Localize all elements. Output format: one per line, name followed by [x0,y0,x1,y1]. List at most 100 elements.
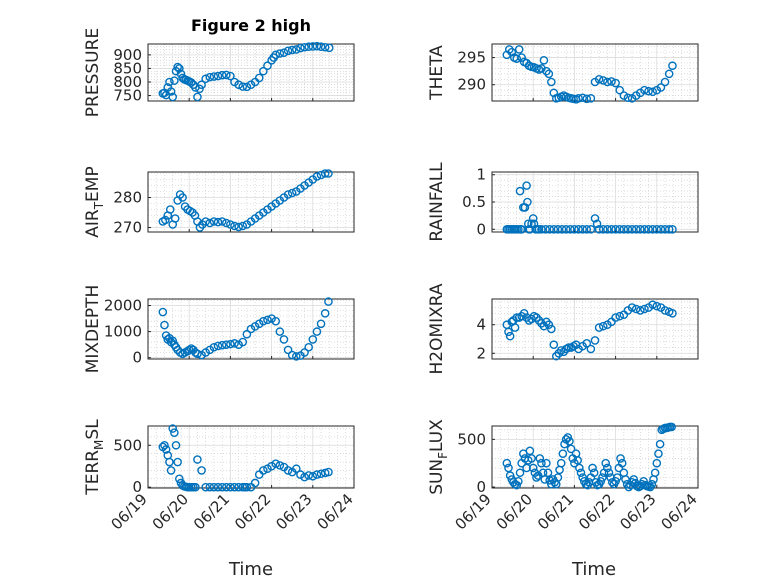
figure-title: Figure 2 high [191,16,311,35]
data-point [221,70,231,80]
data-point [647,479,657,489]
data-point [195,84,204,94]
y-axis-label: PRESSURE [83,28,103,117]
y-tick-label: 1000 [104,323,142,341]
data-point [165,77,174,87]
data-point [271,50,281,60]
data-point [209,342,219,352]
data-point [648,300,657,310]
data-point [213,71,223,81]
data-point [541,224,550,234]
y-tick-label: 500 [113,436,142,454]
axes-box [491,43,699,102]
axes-frame [147,43,355,102]
data-point [287,350,297,360]
data-point [561,224,571,234]
data-point [168,92,178,102]
data-point [539,55,549,65]
data-point [616,454,625,463]
y-tick-label: 800 [113,73,142,91]
data-point [654,449,663,458]
data-point [586,93,596,103]
data-point [165,205,175,214]
subplot-h2omixra: 2 4 H2OMIXRA [427,283,699,375]
y-axis-label: MIXDEPTH [83,285,103,374]
data-point [631,224,641,234]
y-tick-label: 2000 [104,297,142,315]
data-point [574,224,583,234]
data-point [263,61,272,71]
data-point [504,463,513,473]
data-point [238,337,248,347]
data-point [542,66,551,76]
data-point [535,454,545,463]
data-point [547,77,556,87]
data-point [287,45,297,55]
data-point [283,190,293,199]
data-point [543,468,553,478]
data-point [582,338,592,348]
data-point [522,181,531,190]
data-point [582,224,592,234]
data-point [640,224,649,234]
data-point [316,319,326,329]
data-point [598,473,607,482]
data-point [648,224,657,234]
data-point [523,219,533,229]
data-point [308,335,318,344]
data-point [655,439,665,449]
data-point [300,42,309,52]
subplot-air-temp: 270 280 AIRTEMP [83,166,355,238]
data-point [594,74,604,84]
data-point [519,308,529,318]
data-point [170,214,180,223]
data-point [603,463,612,473]
x-tick-label: 06/23 [616,490,659,533]
data-point [209,482,219,492]
data-point [201,74,210,84]
data-point [668,224,677,234]
y-axis-label: THETA [427,45,447,101]
data-point [292,464,301,474]
data-point [308,471,318,481]
data-point [566,444,576,454]
data-point [523,197,532,207]
data-point [259,316,268,326]
x-tick-label: 06/23 [272,490,315,533]
data-point [514,477,523,486]
data-point [304,42,313,52]
data-point [515,186,525,196]
data-point [226,339,235,349]
data-point [615,85,625,95]
data-point [565,224,575,234]
data-point [590,336,600,345]
data-point [205,482,215,492]
axes-frame [491,43,699,102]
data-point [505,331,515,341]
data-point [664,69,674,79]
data-point [564,343,573,352]
data-point [588,463,597,473]
data-point [557,224,567,234]
data-point [160,440,169,450]
data-point [312,172,322,181]
data-point [578,224,587,234]
data-point [209,217,219,226]
x-axis-label-right: Time [571,559,616,580]
data-point [544,320,554,330]
subplot-rainfall: 0 0.5 1 RAINFALL [427,162,699,242]
data-point [226,482,235,492]
data-point [221,482,231,492]
data-point [650,468,660,478]
data-point [320,468,330,478]
data-point [320,42,330,52]
data-point [558,449,568,458]
x-tick-label: 06/21 [534,490,577,533]
data-point [242,82,252,92]
data-point [640,304,649,314]
data-point [611,224,620,234]
data-point [615,224,625,234]
y-tick-label: 850 [113,59,142,77]
